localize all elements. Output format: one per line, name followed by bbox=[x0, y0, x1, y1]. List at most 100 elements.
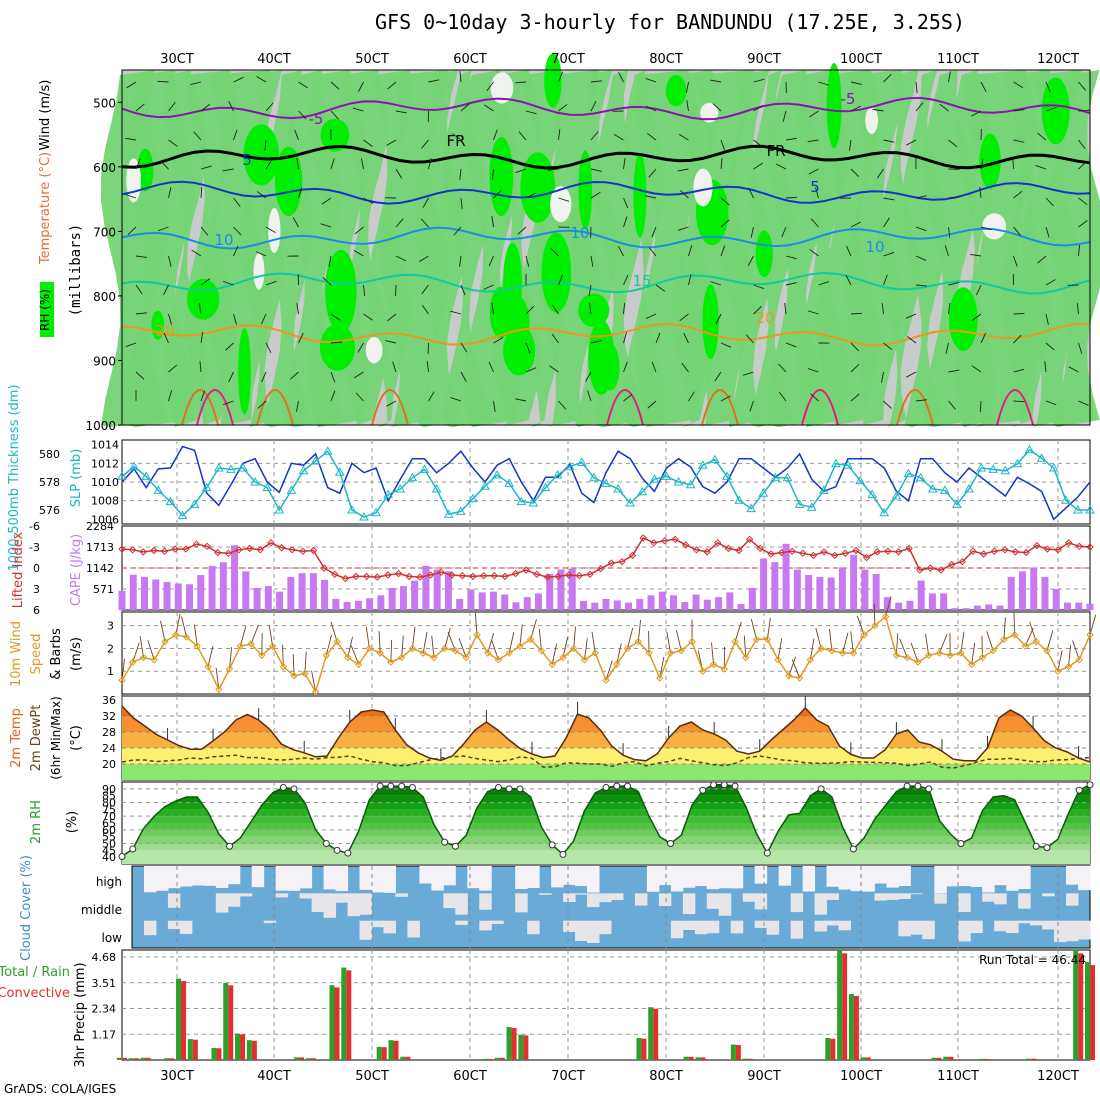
wind10-barb bbox=[766, 617, 771, 640]
thickness-point bbox=[250, 476, 260, 486]
thickness-point bbox=[831, 458, 841, 468]
wind10-point bbox=[871, 621, 879, 630]
rh2m-point bbox=[408, 783, 416, 791]
cloud-cell bbox=[215, 893, 229, 913]
wind-barb bbox=[623, 332, 627, 344]
temperature-band bbox=[122, 764, 1090, 780]
wind-barb bbox=[645, 105, 657, 112]
wind-barb bbox=[385, 340, 397, 344]
wind-barb bbox=[296, 400, 299, 412]
precip-convective-bar bbox=[523, 1035, 529, 1060]
wind-barb bbox=[1013, 139, 1025, 143]
wind10-barb bbox=[734, 621, 742, 642]
rh-axis-label: RH (%) bbox=[38, 289, 52, 331]
rh2m-point bbox=[699, 786, 707, 794]
wind10-barb bbox=[1089, 614, 1097, 635]
wind10-barb bbox=[1013, 612, 1016, 635]
wind10-point bbox=[376, 649, 384, 657]
wind-barb bbox=[742, 371, 754, 376]
rh-dry-cell bbox=[693, 168, 713, 207]
chart-title: GFS 0~10day 3-hourly for BANDUNDU (17.25… bbox=[375, 10, 966, 34]
wind-barb bbox=[1076, 303, 1079, 315]
lifted-index-point bbox=[841, 549, 850, 558]
rh2m-tick-label: 60 bbox=[102, 824, 116, 837]
wind10-point bbox=[311, 688, 320, 696]
wind-barb bbox=[525, 342, 531, 354]
wind-barb bbox=[190, 81, 202, 86]
rh-saturated-cell bbox=[578, 150, 593, 230]
lifted-index-point bbox=[735, 546, 743, 555]
lifted-index-point bbox=[299, 547, 307, 555]
wind-barb bbox=[157, 80, 169, 83]
lifted-index-point bbox=[384, 571, 392, 579]
thickness-point bbox=[201, 482, 212, 492]
wind10-point bbox=[408, 644, 417, 653]
wind-barb bbox=[551, 304, 559, 315]
lifted-index-point bbox=[256, 546, 264, 554]
date-label-top: 60CT bbox=[453, 52, 487, 67]
cloud-cell bbox=[299, 866, 313, 889]
wind10-point bbox=[709, 660, 718, 669]
cloud-cell bbox=[167, 920, 181, 930]
wind10-barb bbox=[1068, 644, 1072, 667]
wind-barb bbox=[257, 400, 267, 409]
cape-bar bbox=[478, 592, 486, 610]
precip-total-bar bbox=[246, 1040, 252, 1060]
cloud-cell bbox=[934, 866, 947, 894]
wind10-point bbox=[795, 674, 804, 682]
wind10-point bbox=[548, 660, 556, 669]
wind-barb bbox=[881, 303, 884, 315]
wind-barb bbox=[126, 81, 137, 89]
rh2m-tick-label: 85 bbox=[102, 790, 116, 803]
lifted-index-point bbox=[437, 568, 445, 576]
thickness-point bbox=[915, 472, 926, 482]
rh-band bbox=[122, 788, 1090, 796]
rh-band bbox=[122, 823, 1090, 830]
wind-barb bbox=[168, 390, 173, 402]
wind10-barb bbox=[487, 632, 495, 654]
lifted-tick-label: 0 bbox=[33, 562, 40, 575]
wind10-barb bbox=[444, 628, 451, 649]
cape-bar bbox=[928, 593, 936, 610]
cape-bar bbox=[287, 576, 295, 610]
cape-bar bbox=[973, 605, 981, 610]
wind-barb bbox=[163, 332, 169, 344]
cape-bar bbox=[174, 583, 182, 610]
thickness-point bbox=[226, 464, 236, 473]
wind10-barb bbox=[562, 636, 569, 658]
wind10-barb bbox=[422, 631, 428, 654]
wind-barb bbox=[590, 80, 602, 83]
wind10-point bbox=[774, 656, 782, 664]
cloud-cell bbox=[838, 866, 851, 890]
lifted-index-point bbox=[373, 573, 382, 581]
cloud-cell bbox=[527, 866, 540, 888]
wind-barb bbox=[292, 217, 299, 228]
cape-bar bbox=[467, 589, 475, 610]
wind-barb bbox=[883, 342, 893, 351]
wind-barb bbox=[418, 255, 429, 263]
precip-total-bar bbox=[140, 1057, 146, 1060]
temperature-tick-label: 36 bbox=[102, 694, 116, 707]
wind10-point bbox=[720, 665, 729, 673]
cloud-cell bbox=[299, 893, 313, 899]
lifted-index-point bbox=[916, 566, 924, 574]
lifted-index-point bbox=[990, 547, 998, 555]
rh-saturated-cell bbox=[320, 118, 350, 152]
wind-barb bbox=[428, 158, 432, 170]
wind-barb bbox=[782, 110, 787, 122]
rh-saturated-cell bbox=[665, 74, 687, 107]
thickness-point bbox=[927, 483, 938, 493]
date-label-bottom: 70CT bbox=[551, 1069, 585, 1084]
wind-barb bbox=[1012, 157, 1014, 170]
cloud-cell bbox=[658, 866, 672, 886]
cloud-cell bbox=[203, 866, 217, 886]
lifted-tick-label: -6 bbox=[29, 520, 40, 533]
wind10-point bbox=[225, 665, 234, 673]
wind-barb bbox=[200, 390, 206, 402]
rh2m-point bbox=[387, 782, 395, 790]
lifted-index-point bbox=[458, 571, 467, 580]
thickness-point bbox=[782, 472, 793, 482]
wind-barb bbox=[491, 168, 494, 180]
wind10-barb bbox=[311, 670, 317, 692]
precip-convective-bar bbox=[747, 1058, 753, 1060]
